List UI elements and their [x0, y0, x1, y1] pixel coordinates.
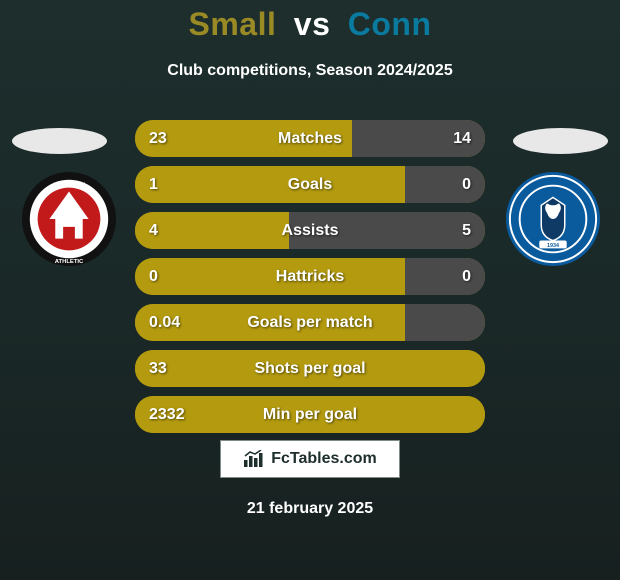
chart-icon — [243, 450, 265, 468]
stat-value-left: 1 — [149, 176, 158, 194]
stat-value-right: 5 — [462, 222, 471, 240]
stat-label: Goals — [288, 176, 332, 194]
stat-value-right: 14 — [453, 130, 471, 148]
title-right: Conn — [348, 6, 432, 42]
stat-label: Shots per goal — [254, 360, 365, 378]
date: 21 february 2025 — [0, 500, 620, 518]
svg-text:ATHLETIC: ATHLETIC — [55, 259, 84, 265]
stat-value-left: 0.04 — [149, 314, 180, 332]
title-left: Small — [189, 6, 277, 42]
stat-row: 4 Assists 5 — [135, 212, 485, 249]
stat-label: Matches — [278, 130, 342, 148]
stat-row: 1 Goals 0 — [135, 166, 485, 203]
svg-text:CHARLTON: CHARLTON — [53, 183, 85, 189]
bar-right — [405, 304, 486, 341]
stat-row: 0 Hattricks 0 — [135, 258, 485, 295]
bar-left — [135, 212, 289, 249]
stat-label: Hattricks — [276, 268, 344, 286]
page-title: Small vs Conn — [0, 6, 620, 43]
title-vs: vs — [286, 6, 339, 42]
bar-right — [405, 166, 486, 203]
stat-label: Min per goal — [263, 406, 357, 424]
stat-row: 2332 Min per goal — [135, 396, 485, 433]
stat-row: 0.04 Goals per match — [135, 304, 485, 341]
stat-value-right: 0 — [462, 176, 471, 194]
subtitle: Club competitions, Season 2024/2025 — [0, 62, 620, 80]
stat-value-right: 0 — [462, 268, 471, 286]
bar-left — [135, 258, 405, 295]
stat-value-left: 0 — [149, 268, 158, 286]
stat-row: 23 Matches 14 — [135, 120, 485, 157]
bar-right — [405, 258, 486, 295]
stat-value-left: 23 — [149, 130, 167, 148]
bar-left — [135, 166, 405, 203]
stat-row: 33 Shots per goal — [135, 350, 485, 387]
stat-label: Assists — [282, 222, 339, 240]
brand-box[interactable]: FcTables.com — [220, 440, 400, 478]
stat-label: Goals per match — [247, 314, 372, 332]
crest-right: 1934 — [504, 170, 602, 268]
stat-value-left: 2332 — [149, 406, 185, 424]
crest-left: CHARLTON ATHLETIC — [20, 170, 118, 268]
stat-value-left: 4 — [149, 222, 158, 240]
stat-value-left: 33 — [149, 360, 167, 378]
brand-label: FcTables.com — [271, 450, 377, 468]
stats-list: 23 Matches 14 1 Goals 0 4 Assists 5 0 Hattricks 0 0.… — [135, 120, 485, 433]
svg-text:1934: 1934 — [547, 243, 559, 249]
